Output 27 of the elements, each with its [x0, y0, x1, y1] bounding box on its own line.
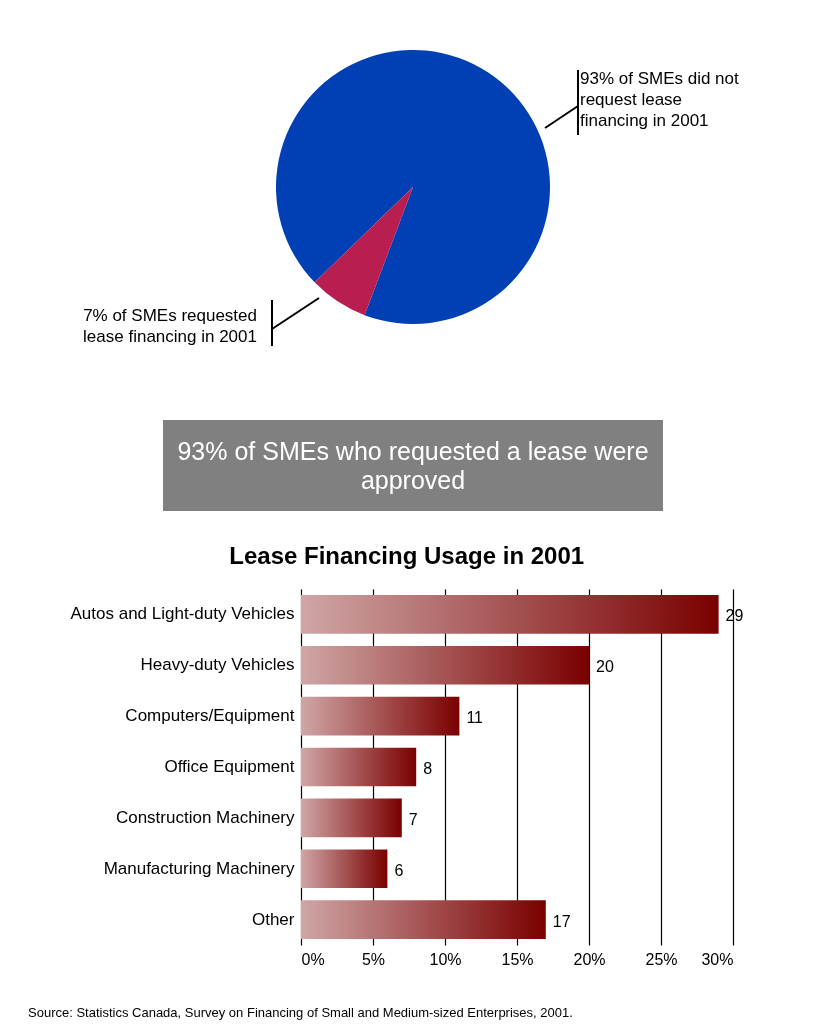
- data-label: 20: [596, 658, 614, 676]
- x-tick-label: 0%: [301, 950, 325, 968]
- x-tick-label: 15%: [501, 950, 534, 968]
- data-label: 11: [466, 709, 484, 727]
- y-tick-label: Autos and Light-duty Vehicles: [70, 604, 295, 624]
- y-tick-label: Construction Machinery: [115, 807, 295, 827]
- slice-label: 7% of SMEs requested lease financing in 2001: [82, 305, 257, 347]
- y-tick-label: Office Equipment: [164, 757, 295, 776]
- x-tick-label: 30%: [701, 950, 734, 968]
- pie-slice: [276, 50, 550, 324]
- source-note: Source: Statistics Canada, Survey on Financing of Small and Medium-sized Enterprises, 2001.: [28, 1005, 573, 1020]
- x-tick-label: 25%: [645, 950, 678, 968]
- y-tick-label: Heavy-duty Vehicles: [140, 655, 295, 675]
- y-tick-label: Manufacturing Machinery: [103, 858, 295, 878]
- data-label: 8: [423, 760, 433, 777]
- data-label: 7: [408, 810, 418, 828]
- data-label: 6: [394, 861, 404, 879]
- x-tick-label: 10%: [429, 950, 462, 968]
- y-tick-label: Other: [251, 909, 295, 929]
- slice-label: 93% of SMEs did not request lease financing in 2001: [580, 68, 740, 131]
- x-tick-label: 5%: [361, 950, 386, 968]
- data-label: 17: [552, 912, 571, 930]
- text: 93% of SMEs who requested a lease were approved: [163, 420, 663, 511]
- y-tick-label: Computers/Equipment: [125, 706, 295, 726]
- x-tick-label: 20%: [573, 950, 606, 968]
- chart-title: Lease Financing Usage in 2001: [229, 542, 585, 569]
- pie-slice: [314, 187, 413, 316]
